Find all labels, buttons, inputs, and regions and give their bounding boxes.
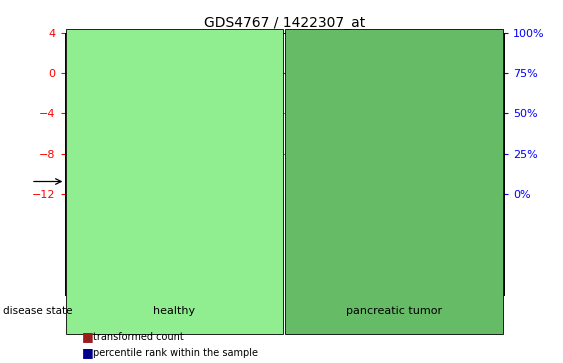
Point [153, 178, 162, 184]
Title: GDS4767 / 1422307_at: GDS4767 / 1422307_at [204, 16, 365, 30]
Point [80, 112, 89, 118]
Text: pancreatic tumor: pancreatic tumor [346, 306, 442, 316]
Bar [365, 37, 385, 73]
Bar [184, 73, 204, 156]
Point [262, 115, 271, 121]
Text: disease state: disease state [3, 306, 72, 316]
Bar [401, 73, 421, 80]
Text: percentile rank within the sample: percentile rank within the sample [93, 348, 258, 358]
Point [225, 122, 234, 128]
Bar [437, 51, 458, 73]
Text: GSM1159945: GSM1159945 [407, 197, 416, 253]
Text: GSM1159943: GSM1159943 [334, 197, 343, 253]
Text: healthy: healthy [154, 306, 195, 316]
Point [480, 135, 489, 140]
Text: GSM1159939: GSM1159939 [189, 197, 198, 253]
Text: ■: ■ [82, 330, 93, 343]
Text: GSM1159940: GSM1159940 [225, 197, 234, 253]
Point [298, 159, 307, 165]
Text: transformed count: transformed count [93, 332, 184, 342]
Text: GSM1159944: GSM1159944 [370, 197, 379, 253]
Point [370, 67, 379, 73]
Point [334, 138, 343, 144]
Text: GSM1159941: GSM1159941 [262, 197, 271, 253]
Bar [474, 51, 494, 73]
Point [443, 138, 452, 144]
Bar [220, 64, 240, 73]
Text: GSM1159946: GSM1159946 [443, 197, 452, 253]
Text: GSM1159937: GSM1159937 [117, 197, 126, 253]
Bar [111, 66, 131, 73]
Point [117, 130, 126, 136]
Bar [75, 65, 95, 73]
Text: GSM1159938: GSM1159938 [153, 197, 162, 253]
Text: ■: ■ [82, 346, 93, 359]
Bar [256, 65, 276, 73]
Text: GSM1159947: GSM1159947 [480, 197, 489, 253]
Text: GSM1159942: GSM1159942 [298, 197, 307, 253]
Text: GSM1159936: GSM1159936 [80, 197, 89, 253]
Bar [293, 73, 312, 123]
Bar [329, 53, 348, 73]
Bar [148, 73, 167, 159]
Point [189, 162, 198, 168]
Point [407, 156, 416, 162]
